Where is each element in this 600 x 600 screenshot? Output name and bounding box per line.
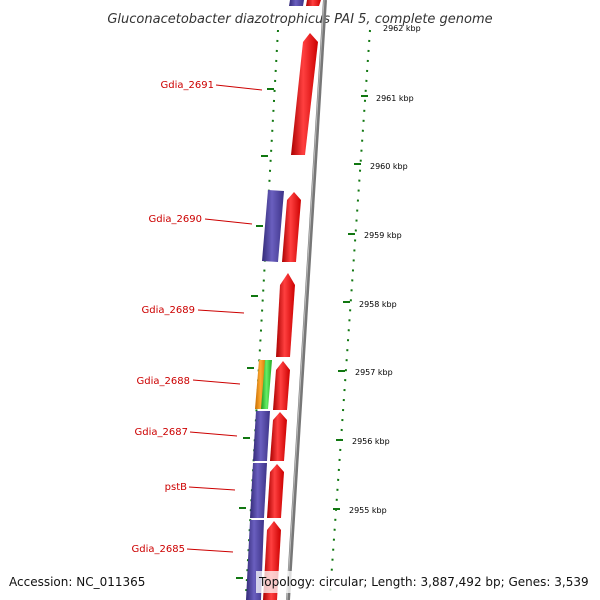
accession-text: Accession: NC_011365 (9, 575, 145, 589)
leader-line (192, 379, 241, 385)
gene-forward[interactable] (273, 361, 290, 410)
reverse-strand-genes (246, 0, 304, 600)
gene-forward[interactable] (282, 192, 301, 262)
map-title: Gluconacetobacter diazotrophicus PAI 5, … (107, 12, 492, 27)
gene-label[interactable]: Gdia_2685 (132, 544, 185, 555)
gene-forward[interactable] (276, 273, 295, 357)
topology-text: Topology: circular; Length: 3,887,492 bp… (258, 575, 589, 589)
kbp-label: 2962 kbp (383, 24, 421, 33)
leader-line (188, 486, 236, 491)
gene-label[interactable]: Gdia_2688 (137, 376, 190, 387)
gene-label[interactable]: pstB (165, 482, 187, 493)
gene-forward[interactable] (306, 0, 321, 6)
kbp-scale: 2962 kbp 2961 kbp 2960 kbp 2959 kbp 2958… (349, 24, 421, 515)
rrna-green-feature[interactable] (261, 360, 272, 409)
leader-line (197, 309, 245, 314)
rna-features (255, 360, 272, 409)
leader-line (186, 548, 234, 553)
gene-forward[interactable] (270, 412, 287, 461)
kbp-label: 2961 kbp (376, 94, 414, 103)
gene-label[interactable]: Gdia_2689 (142, 305, 195, 316)
gene-reverse[interactable] (262, 190, 284, 262)
gene-reverse[interactable] (253, 411, 270, 461)
rrna-orange-feature[interactable] (255, 360, 266, 409)
kbp-label: 2956 kbp (352, 437, 390, 446)
gene-labels: Gdia_2691 Gdia_2690 Gdia_2689 Gdia_2688 … (132, 80, 263, 555)
gene-forward[interactable] (267, 464, 284, 518)
gene-label[interactable]: Gdia_2687 (135, 427, 188, 438)
leader-line (204, 218, 253, 225)
kbp-label: 2957 kbp (355, 368, 393, 377)
leader-line (189, 431, 238, 437)
kbp-label: 2958 kbp (359, 300, 397, 309)
kbp-label: 2955 kbp (349, 506, 387, 515)
gene-label[interactable]: Gdia_2691 (161, 80, 214, 91)
genome-backbone (286, 0, 327, 600)
gene-forward[interactable] (291, 33, 318, 155)
gene-reverse[interactable] (250, 463, 267, 518)
kbp-label: 2960 kbp (370, 162, 408, 171)
gene-label[interactable]: Gdia_2690 (149, 214, 202, 225)
footer-topology-background (256, 571, 594, 593)
genome-backbone-highlight (286, 0, 325, 600)
gene-reverse[interactable] (289, 0, 304, 6)
gc-ticks-outer (329, 29, 371, 596)
kbp-label: 2959 kbp (364, 231, 402, 240)
leader-line (215, 84, 263, 91)
